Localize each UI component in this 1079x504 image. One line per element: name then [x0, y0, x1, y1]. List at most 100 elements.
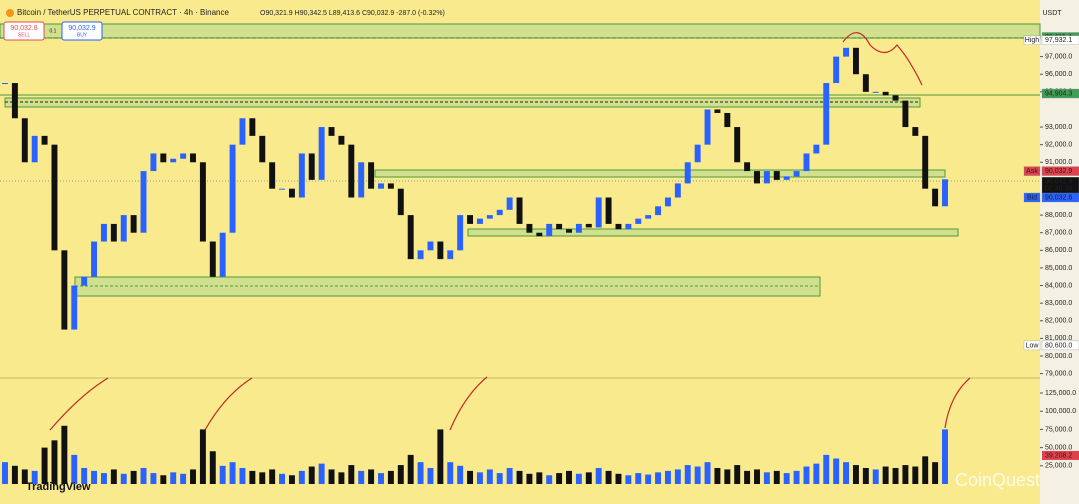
candle: [734, 127, 741, 163]
volume-bar: [506, 467, 513, 484]
volume-bar: [645, 474, 652, 484]
candle: [348, 144, 355, 198]
volume-bar: [298, 470, 305, 484]
volume-bar: [635, 473, 642, 484]
price-tick-label: 91,000.0: [1045, 159, 1072, 166]
candle: [803, 153, 810, 172]
volume-bar: [744, 470, 751, 484]
volume-bar: [595, 467, 602, 484]
candle: [427, 241, 434, 251]
volume-bar: [397, 465, 404, 484]
volume-bar: [407, 454, 414, 484]
volume-bar: [575, 473, 582, 484]
candle: [892, 95, 899, 101]
price-label: 90,032.8: [1045, 194, 1072, 201]
candle: [516, 197, 523, 224]
candle: [318, 127, 325, 180]
candle: [872, 91, 879, 93]
price-label-bg: [1041, 192, 1079, 203]
buy-button[interactable]: [61, 21, 103, 41]
price-label-bg: [1041, 35, 1079, 45]
tag-bg: [1023, 35, 1041, 45]
candle: [912, 127, 919, 136]
candle: [288, 188, 295, 198]
candle: [2, 83, 8, 85]
candle: [150, 153, 157, 172]
volume-bar: [664, 470, 671, 484]
candle: [21, 118, 28, 163]
sell-button[interactable]: [3, 21, 45, 41]
candle: [664, 197, 671, 207]
price-tick-label: 97,000.0: [1045, 53, 1072, 60]
candle: [566, 229, 572, 233]
candle: [625, 223, 632, 230]
volume-bar: [81, 467, 88, 484]
zone: [0, 23, 1041, 39]
volume-bar: [536, 472, 543, 484]
candle: [754, 171, 760, 184]
price-tick-label: 96,000.0: [1045, 71, 1072, 78]
candle: [71, 285, 78, 330]
candle: [397, 188, 404, 216]
candle: [843, 47, 850, 57]
price-label-bg: [1041, 340, 1079, 351]
candle: [615, 223, 622, 230]
volume-bar: [378, 473, 384, 484]
qty: 0.1: [50, 28, 57, 34]
buy-label: BUY: [77, 32, 88, 38]
volume-bar: [229, 462, 236, 484]
candle: [447, 250, 454, 260]
drawing: [944, 377, 971, 429]
candle: [932, 188, 939, 207]
candle: [209, 241, 216, 277]
volume-bar: [11, 465, 18, 484]
volume-bar: [763, 472, 770, 484]
tag: Bid: [1027, 194, 1037, 201]
logo: TradingView: [26, 481, 91, 493]
volume-bar: [308, 466, 315, 484]
candle: [51, 144, 58, 251]
volume-bar: [882, 466, 889, 484]
volume-bar: [852, 465, 859, 484]
tag: Low: [1026, 342, 1040, 349]
sell-label: SELL: [18, 32, 30, 38]
price-axis-bg: [1040, 0, 1079, 504]
volume-bar: [288, 475, 295, 484]
candle: [694, 144, 701, 163]
tag-bg: [1023, 340, 1041, 351]
volume-tick-label: 50,000.0: [1045, 444, 1072, 451]
candle: [368, 162, 375, 189]
drawing: [204, 377, 253, 431]
candle: [645, 215, 652, 219]
buy-price: 90,032.9: [68, 25, 95, 32]
candle: [378, 183, 384, 189]
volume-bar: [833, 458, 840, 484]
candle: [269, 162, 276, 189]
volume-bar: [100, 473, 107, 484]
volume-bar: [239, 467, 246, 484]
zones: [0, 23, 1041, 297]
candle: [199, 162, 206, 242]
tag: Ask: [1026, 168, 1038, 175]
candle: [744, 162, 751, 172]
watermark: CoinQuest: [955, 470, 1040, 490]
candle: [457, 215, 464, 251]
price-tick-label: 85,000.0: [1045, 265, 1072, 272]
price-tick-label: 81,000.0: [1045, 335, 1072, 342]
volume-bar: [180, 473, 187, 484]
candle: [308, 153, 315, 180]
candle: [81, 276, 88, 286]
candle: [714, 109, 721, 113]
volume-bar: [31, 470, 38, 484]
volume-bar: [328, 469, 335, 484]
volume-bar: [704, 462, 711, 484]
candle: [833, 56, 840, 84]
volume-bar: [130, 470, 137, 484]
drawing: [49, 377, 109, 431]
candle: [546, 223, 553, 237]
volume-bar: [556, 473, 563, 484]
price-tick-label: 84,000.0: [1045, 282, 1072, 289]
volume-bar: [219, 465, 226, 484]
candle: [526, 223, 533, 233]
title: Bitcoin / TetherUS PERPETUAL CONTRACT · …: [17, 8, 229, 17]
